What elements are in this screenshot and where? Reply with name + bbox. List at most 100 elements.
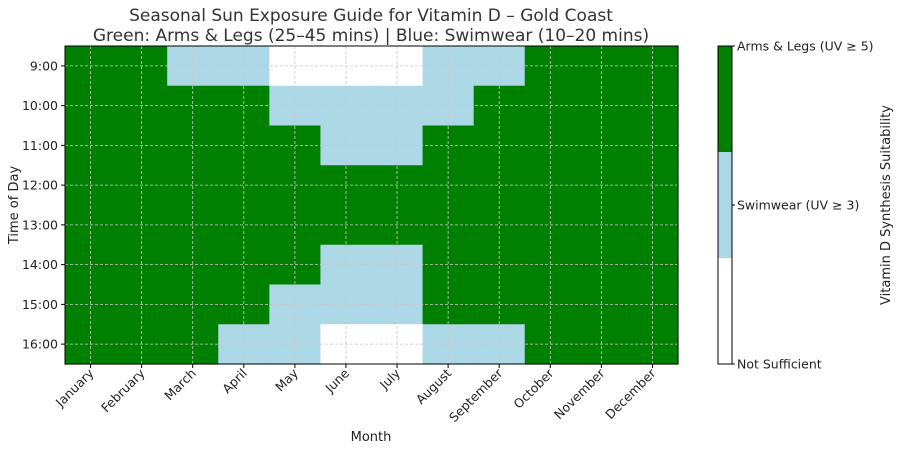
heatmap-cell: [320, 304, 373, 325]
heatmap-cell: [320, 244, 373, 266]
heatmap-cell: [473, 205, 526, 226]
y-axis-label: Time of Day: [7, 166, 22, 246]
heatmap-cell: [65, 125, 117, 146]
heatmap-cell: [65, 224, 117, 246]
heatmap-cell: [473, 85, 526, 107]
y-tick-label: 11:00: [22, 138, 58, 153]
heatmap-cells: [65, 46, 679, 365]
heatmap-cell: [524, 304, 577, 325]
heatmap-cell: [65, 165, 117, 186]
heatmap-cell: [218, 304, 270, 325]
heatmap-cell: [626, 205, 679, 226]
heatmap-cell: [626, 244, 679, 266]
heatmap-cell: [218, 224, 270, 246]
y-axis: 9:00 10:00 11:00 12:00 13:00 14:00 15:00 16:00: [22, 58, 65, 352]
heatmap-cell: [473, 244, 526, 266]
heatmap-cell: [320, 224, 373, 246]
heatmap-cell: [116, 185, 168, 206]
heatmap-cell: [116, 105, 168, 127]
heatmap-cell: [524, 284, 577, 305]
heatmap-cell: [422, 284, 475, 305]
heatmap-cell: [167, 224, 219, 246]
heatmap-cell: [575, 344, 628, 365]
heatmap-cell: [422, 85, 475, 107]
heatmap-cell: [116, 264, 168, 286]
grid-lines: [65, 46, 678, 364]
heatmap-cell: [269, 224, 322, 246]
heatmap-cell: [65, 344, 117, 365]
heatmap-cell: [167, 125, 219, 146]
heatmap-cell: [626, 85, 679, 107]
heatmap-cell: [422, 165, 475, 186]
heatmap-cell: [524, 244, 577, 266]
heatmap-cell: [575, 105, 628, 127]
heatmap-cell: [116, 284, 168, 305]
heatmap-cell: [65, 145, 117, 166]
heatmap-cell: [473, 105, 526, 127]
heatmap-cell: [626, 284, 679, 305]
heatmap-cell: [371, 205, 424, 226]
colorbar-segment: [718, 152, 732, 259]
heatmap-cell: [167, 324, 219, 345]
chart-title-line-1: Seasonal Sun Exposure Guide for Vitamin …: [129, 6, 613, 26]
heatmap-cell: [422, 224, 475, 246]
heatmap-cell: [320, 324, 373, 345]
x-tick-label: January: [52, 365, 97, 410]
heatmap-cell: [575, 205, 628, 226]
heatmap-cell: [167, 264, 219, 286]
heatmap-cell: [575, 165, 628, 186]
heatmap-cell: [473, 304, 526, 325]
x-tick-label: November: [551, 365, 608, 422]
heatmap-cell: [422, 324, 475, 345]
heatmap-cell: [167, 145, 219, 166]
heatmap-cell: [524, 224, 577, 246]
heatmap-cell: [269, 324, 322, 345]
colorbar-tick-label: Arms & Legs (UV ≥ 5): [737, 39, 874, 54]
heatmap-cell: [371, 324, 424, 345]
y-tick-label: 13:00: [22, 217, 58, 232]
heatmap-cell: [524, 85, 577, 107]
heatmap-cell: [371, 224, 424, 246]
heatmap-cell: [626, 224, 679, 246]
heatmap-cell: [269, 85, 322, 107]
heatmap-cell: [218, 205, 270, 226]
heatmap-cell: [524, 264, 577, 286]
heatmap-cell: [422, 145, 475, 166]
heatmap-cell: [116, 85, 168, 107]
x-tick-label: July: [376, 365, 404, 393]
heatmap-cell: [218, 185, 270, 206]
heatmap-cell: [320, 284, 373, 305]
heatmap-cell: [422, 185, 475, 206]
heatmap-cell: [626, 344, 679, 365]
heatmap-cell: [371, 264, 424, 286]
heatmap-cell: [320, 205, 373, 226]
heatmap-cell: [269, 264, 322, 286]
heatmap-cell: [320, 185, 373, 206]
heatmap-cell: [422, 304, 475, 325]
heatmap-cell: [575, 284, 628, 305]
heatmap-cell: [269, 125, 322, 146]
heatmap-cell: [320, 344, 373, 365]
heatmap-cell: [167, 244, 219, 266]
colorbar: Not Sufficient Swimwear (UV ≥ 3) Arms & Le…: [717, 39, 874, 372]
heatmap-cell: [116, 224, 168, 246]
y-tick-label: 14:00: [22, 257, 58, 272]
heatmap-cell: [575, 85, 628, 107]
heatmap-cell: [167, 205, 219, 226]
heatmap-cell: [371, 344, 424, 365]
heatmap-cell: [626, 105, 679, 127]
heatmap-cell: [269, 344, 322, 365]
heatmap-cell: [167, 344, 219, 365]
heatmap-cell: [524, 205, 577, 226]
x-tick-label: October: [510, 365, 557, 412]
heatmap-cell: [422, 244, 475, 266]
heatmap-cell: [218, 324, 270, 345]
heatmap-cell: [626, 304, 679, 325]
heatmap-cell: [65, 324, 117, 345]
heatmap-cell: [524, 125, 577, 146]
heatmap-cell: [626, 264, 679, 286]
heatmap-cell: [218, 264, 270, 286]
heatmap-cell: [575, 224, 628, 246]
heatmap-cell: [167, 284, 219, 305]
